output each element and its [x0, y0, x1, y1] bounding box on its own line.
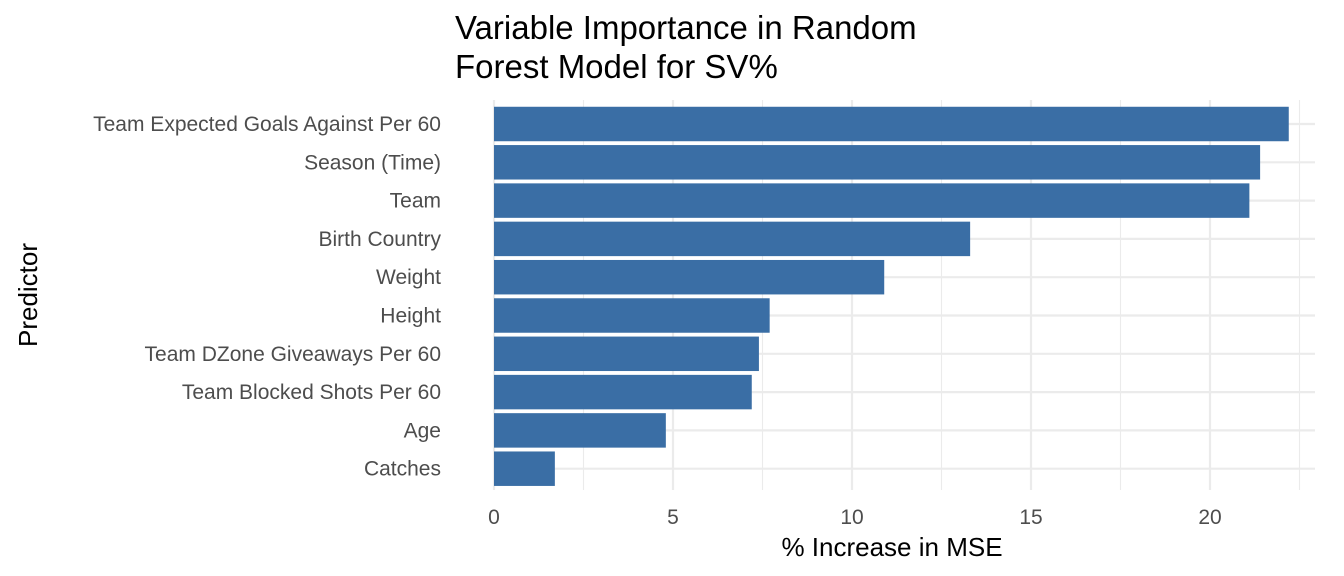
x-tick-label: 15 [1019, 506, 1042, 529]
bar [494, 451, 555, 486]
x-axis-title: % Increase in MSE [781, 532, 1002, 562]
bar [494, 183, 1250, 218]
x-tick-label: 0 [488, 506, 500, 529]
bar [494, 413, 666, 448]
bar [494, 106, 1289, 142]
chart-title-line-1: Variable Importance in Random [455, 9, 917, 46]
y-tick-labels: Team Expected Goals Against Per 60 Season… [93, 113, 441, 481]
bar [494, 145, 1261, 180]
chart-title: Variable Importance in Random Forest Mod… [455, 9, 917, 85]
chart-title-line-2: Forest Model for SV% [455, 48, 778, 85]
x-tick-label: 20 [1198, 506, 1221, 529]
y-tick-label: Team Expected Goals Against Per 60 [93, 113, 441, 136]
bar [494, 374, 752, 410]
y-tick-label: Catches [364, 458, 441, 481]
y-tick-label: Age [404, 419, 441, 442]
bar [494, 259, 885, 295]
y-tick-label: Height [380, 305, 441, 328]
y-tick-label: Birth Country [318, 228, 441, 251]
y-axis-title: Predictor [13, 243, 43, 347]
x-tick-label: 10 [840, 506, 863, 529]
y-tick-label: Season (Time) [304, 151, 441, 174]
bar [494, 221, 971, 257]
x-tick-labels: 0 5 10 15 20 [488, 506, 1222, 529]
x-tick-label: 5 [667, 506, 679, 529]
bars [494, 106, 1289, 486]
bar [494, 298, 770, 333]
y-tick-label: Team [390, 190, 441, 213]
bar [494, 336, 759, 372]
y-tick-label: Team DZone Giveaways Per 60 [145, 343, 441, 366]
y-tick-label: Weight [376, 266, 441, 289]
y-tick-label: Team Blocked Shots Per 60 [182, 381, 441, 404]
